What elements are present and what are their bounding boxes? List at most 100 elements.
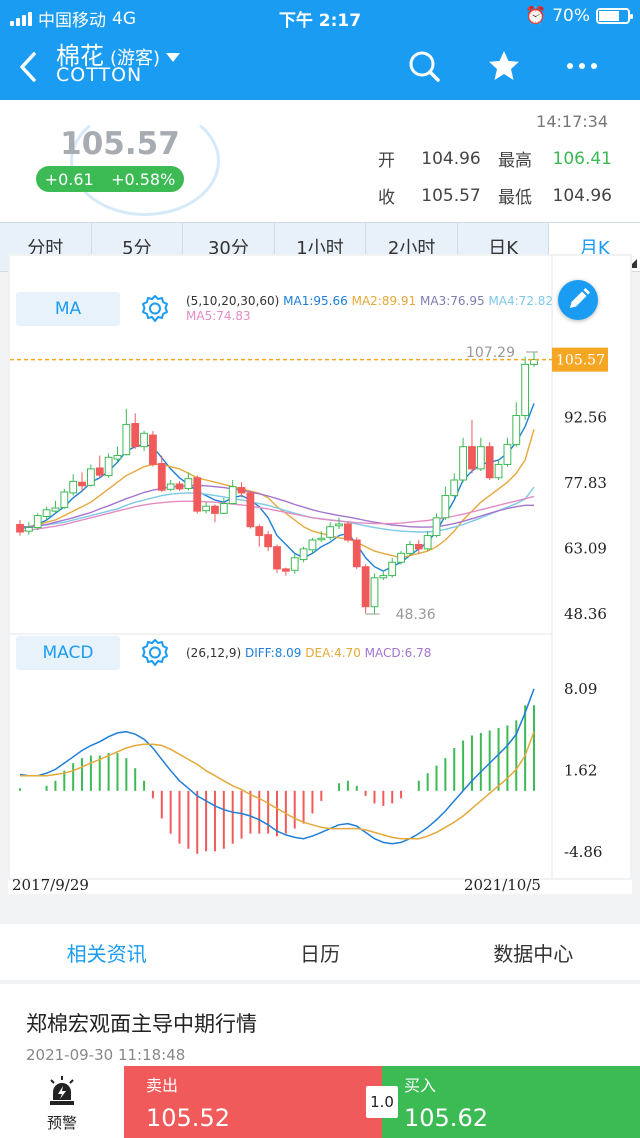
chevron-down-icon xyxy=(166,52,181,62)
back-icon[interactable] xyxy=(14,50,44,84)
ma-line-ma3 xyxy=(20,486,535,533)
more-icon[interactable] xyxy=(564,48,600,84)
max-price-label: 107.29 xyxy=(466,345,515,361)
news-title: 郑棉宏观面主导中期行情 xyxy=(26,1012,257,1036)
candle xyxy=(423,535,432,550)
sell-button[interactable]: 卖出 105.52 xyxy=(124,1066,382,1138)
buy-label: 买入 xyxy=(404,1076,437,1095)
trade-bar: 预警 卖出 105.52 买入 105.62 1.0 xyxy=(0,1066,640,1138)
guest-label: (游客) xyxy=(110,48,161,69)
quote-stats: 开 104.96 最高 106.41 收 105.57 最低 104.96 xyxy=(378,140,612,214)
x-axis-end: 2021/10/5 xyxy=(464,876,541,894)
candle xyxy=(33,515,42,529)
change-badge: +0.61 +0.58% xyxy=(36,166,184,192)
candle xyxy=(379,575,388,579)
quote-time: 14:17:34 xyxy=(536,112,608,131)
tab-minute[interactable]: 分时 xyxy=(0,223,92,271)
ma-line-ma4 xyxy=(20,484,534,528)
candle xyxy=(228,486,237,505)
chart-panel: MA (5,10,20,30,60) MA1:95.66 MA2:89.91 M… xyxy=(8,254,632,894)
ma-settings-gear-icon[interactable] xyxy=(140,294,170,324)
candle xyxy=(450,479,459,497)
macd-axis-label: 8.09 xyxy=(564,680,597,698)
macd-axis-label: 1.62 xyxy=(564,761,597,779)
candle xyxy=(476,446,485,470)
candle xyxy=(414,543,423,550)
ma-params: (5,10,20,30,60) xyxy=(186,294,280,308)
diff-line xyxy=(19,688,535,845)
change-percent: +0.58% xyxy=(111,169,176,189)
signal-icon xyxy=(10,11,32,26)
tab-2hour[interactable]: 2小时 xyxy=(366,223,458,271)
tab-daily-k[interactable]: 日K xyxy=(458,223,550,271)
price-axis-label: 63.09 xyxy=(564,540,607,558)
tab-5min[interactable]: 5分 xyxy=(92,223,184,271)
change-value: +0.61 xyxy=(44,169,94,189)
sell-label: 卖出 xyxy=(146,1076,179,1095)
macd-params: (26,12,9) xyxy=(186,646,242,660)
ma5-value: MA5:74.83 xyxy=(186,309,251,323)
last-price: 105.57 xyxy=(60,126,180,162)
sell-price: 105.52 xyxy=(146,1104,230,1132)
candle xyxy=(406,543,414,554)
candle xyxy=(51,507,60,512)
status-bar: 中国移动 4G 下午 2:17 ⏰ 70% xyxy=(0,0,640,34)
x-axis-start: 2017/9/29 xyxy=(12,876,89,894)
alarm-light-icon xyxy=(50,1076,74,1105)
tab-data-center[interactable]: 数据中心 xyxy=(493,941,574,966)
alert-button[interactable]: 预警 xyxy=(0,1066,124,1138)
instrument-title[interactable]: 棉花 (游客) xyxy=(56,36,181,71)
candle xyxy=(140,432,148,448)
candle xyxy=(441,495,450,519)
high-value: 106.41 xyxy=(552,148,612,169)
candle xyxy=(193,477,202,512)
low-label: 最低 xyxy=(498,188,532,208)
tab-related-news[interactable]: 相关资讯 xyxy=(66,941,147,966)
ma3-value: MA3:76.95 xyxy=(420,294,485,308)
diff-value: DIFF:8.09 xyxy=(245,646,302,660)
ma-indicator-button[interactable]: MA xyxy=(16,292,120,326)
search-icon[interactable] xyxy=(406,48,442,84)
open-label: 开 xyxy=(378,151,395,171)
price-axis-label: 77.83 xyxy=(564,474,607,492)
tab-30min[interactable]: 30分 xyxy=(183,223,275,271)
candle xyxy=(530,359,538,365)
kline-chart[interactable]: 92.56 77.83 63.09 48.36 105.57 107.29 48.36 8.0… xyxy=(8,254,632,894)
macd-axis-label: -4.86 xyxy=(564,843,602,861)
candle xyxy=(78,481,86,487)
dea-value: DEA:4.70 xyxy=(305,646,361,660)
news-tabs: 相关资讯 日历 数据中心 xyxy=(0,924,640,980)
candle xyxy=(16,523,24,533)
price-axis-label: 92.56 xyxy=(564,408,607,426)
candle xyxy=(237,487,246,494)
close-label: 收 xyxy=(378,188,395,208)
candle xyxy=(335,523,343,527)
candle xyxy=(352,539,361,568)
tab-calendar[interactable]: 日历 xyxy=(299,941,340,966)
ma-legend: (5,10,20,30,60) MA1:95.66 MA2:89.91 MA3:… xyxy=(186,294,556,324)
pencil-icon xyxy=(570,288,590,308)
candle xyxy=(60,491,69,509)
candle xyxy=(281,568,290,572)
candle xyxy=(131,423,140,448)
carrier: 中国移动 xyxy=(38,11,106,31)
instrument-code: COTTON xyxy=(56,64,143,86)
ma1-value: MA1:95.66 xyxy=(283,294,348,308)
candle xyxy=(122,423,131,456)
candle xyxy=(175,483,184,490)
star-icon[interactable] xyxy=(486,48,522,84)
candle xyxy=(503,443,512,465)
candle xyxy=(246,492,255,528)
candle xyxy=(388,561,397,577)
macd-settings-gear-icon[interactable] xyxy=(140,638,170,668)
alarm-icon: ⏰ xyxy=(525,6,547,26)
macd-indicator-button[interactable]: MACD xyxy=(16,636,120,670)
tab-1hour[interactable]: 1小时 xyxy=(275,223,367,271)
candle xyxy=(459,446,468,481)
corner-triangle-icon xyxy=(628,259,638,268)
buy-button[interactable]: 买入 105.62 xyxy=(382,1066,640,1138)
edit-button[interactable] xyxy=(558,280,598,320)
candle xyxy=(432,517,441,537)
macd-value: MACD:6.78 xyxy=(364,646,432,660)
clock: 下午 2:17 xyxy=(278,11,362,31)
